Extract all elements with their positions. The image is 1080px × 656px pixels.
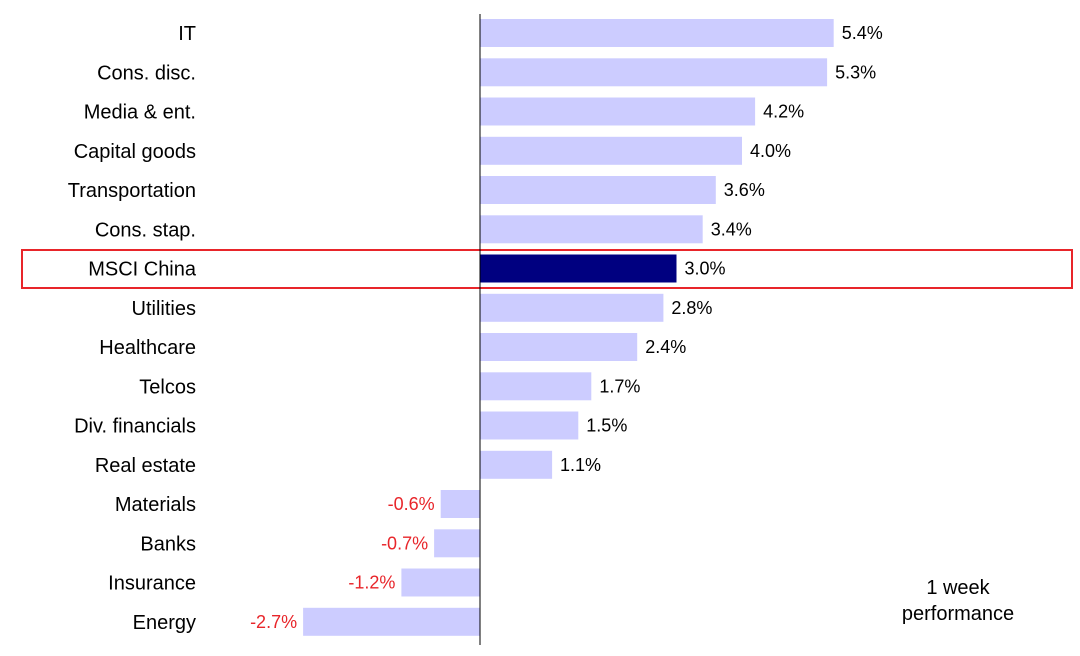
value-label-9: 1.7% xyxy=(599,376,640,396)
bar-12 xyxy=(440,490,480,518)
value-label-3: 4.0% xyxy=(750,141,791,161)
bar-1 xyxy=(480,58,828,87)
value-label-7: 2.8% xyxy=(671,298,712,318)
bars xyxy=(303,19,834,636)
category-label-5: Cons. stap. xyxy=(95,219,196,241)
value-labels: 5.4% 5.3% 4.2% 4.0% 3.6% 3.4% 3.0% 2.8% 2.4%1.7%… xyxy=(250,23,883,632)
value-label-4: 3.6% xyxy=(724,180,765,200)
bar-9 xyxy=(480,372,592,401)
category-label-3: Capital goods xyxy=(74,141,196,163)
category-label-8: Healthcare xyxy=(99,337,196,359)
value-label-11: 1.1% xyxy=(560,455,601,475)
category-label-9: Telcos xyxy=(139,376,196,398)
annotation-line-1: 1 week xyxy=(926,577,990,599)
bar-3 xyxy=(480,136,742,165)
category-label-2: Media & ent. xyxy=(84,102,196,124)
bar-8 xyxy=(480,333,638,361)
bar-7 xyxy=(480,293,664,322)
category-label-11: Real estate xyxy=(95,455,196,477)
category-label-1: Cons. disc. xyxy=(97,62,196,84)
category-label-7: Utilities xyxy=(132,298,196,320)
value-label-2: 4.2% xyxy=(763,102,804,122)
category-label-15: Energy xyxy=(133,612,196,634)
value-label-6: 3.0% xyxy=(685,259,726,279)
category-label-4: Transportation xyxy=(68,180,196,202)
category-label-0: IT xyxy=(178,23,196,45)
bar-6 xyxy=(480,254,677,283)
category-label-13: Banks xyxy=(140,533,196,555)
value-label-15: -2.7% xyxy=(250,612,297,632)
category-label-6: MSCI China xyxy=(88,259,197,281)
bar-2 xyxy=(480,97,756,126)
value-label-13: -0.7% xyxy=(381,533,428,553)
value-label-0: 5.4% xyxy=(842,23,883,43)
category-label-10: Div. financials xyxy=(74,416,196,438)
value-label-10: 1.5% xyxy=(586,416,627,436)
value-label-14: -1.2% xyxy=(348,573,395,593)
bar-0 xyxy=(480,19,834,47)
annotation-line-2: performance xyxy=(902,603,1014,625)
bar-13 xyxy=(434,529,480,558)
bar-14 xyxy=(401,568,480,597)
category-label-12: Materials xyxy=(115,494,196,516)
value-label-5: 3.4% xyxy=(711,219,752,239)
bar-4 xyxy=(480,176,716,204)
highlight-box xyxy=(21,249,1073,289)
bar-10 xyxy=(480,411,579,440)
category-label-14: Insurance xyxy=(108,573,196,595)
value-label-8: 2.4% xyxy=(645,337,686,357)
bar-11 xyxy=(480,450,553,479)
bar-15 xyxy=(303,607,480,636)
category-labels: IT Cons. disc. Media & ent. Capital goods Tr… xyxy=(68,23,197,634)
bar-5 xyxy=(480,215,703,244)
value-label-1: 5.3% xyxy=(835,62,876,82)
value-label-12: -0.6% xyxy=(388,494,435,514)
